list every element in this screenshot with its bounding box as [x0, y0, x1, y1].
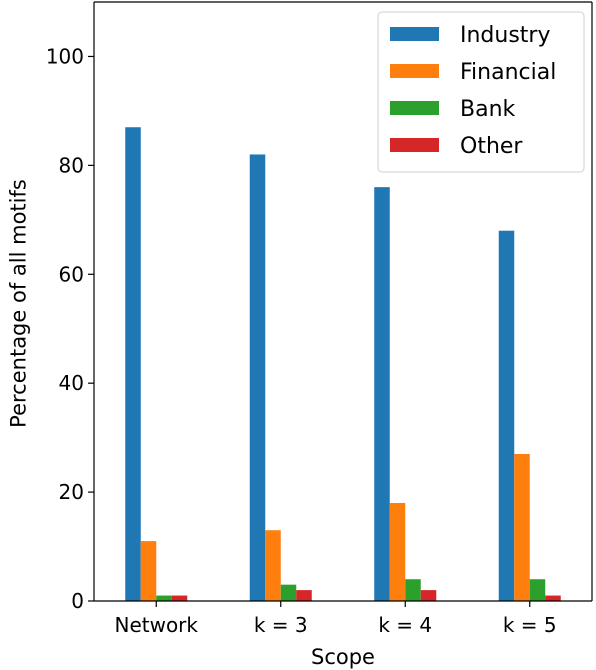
legend-swatch-bank: [390, 101, 439, 115]
bar-financial-3: [514, 453, 530, 601]
x-ticks-group: Network k = 3 k = 4 k = 5: [114, 601, 557, 637]
bar-other-2: [420, 590, 437, 601]
y-tick-label: 60: [59, 262, 84, 286]
x-tick-label: k = 4: [378, 613, 432, 637]
y-tick-label: 0: [71, 589, 84, 613]
legend-label-bank: Bank: [460, 97, 516, 122]
y-tick-label: 20: [59, 480, 84, 504]
legend-label-other: Other: [460, 134, 523, 159]
legend-swatch-industry: [390, 27, 439, 41]
x-tick-label: k = 5: [503, 613, 557, 637]
legend-frame: [377, 11, 585, 173]
y-axis-title: Percentage of all motifs: [6, 179, 30, 428]
bar-financial-0: [140, 541, 157, 601]
y-ticks-group: 0 20 40 60 80 100: [46, 44, 94, 613]
legend-label-financial: Financial: [460, 60, 556, 85]
bar-bank-0: [156, 595, 172, 601]
bar-bank-3: [529, 579, 546, 601]
bars-group: [125, 127, 561, 602]
legend-label-industry: Industry: [460, 23, 551, 48]
legend-swatch-other: [390, 138, 439, 152]
x-axis-title: Scope: [311, 645, 375, 669]
x-tick-label: Network: [114, 613, 198, 637]
bar-other-3: [545, 595, 561, 601]
y-tick-label: 80: [59, 153, 84, 177]
bar-financial-1: [265, 530, 281, 601]
bar-other-1: [296, 590, 312, 601]
bar-industry-0: [125, 127, 141, 601]
x-tick-label: k = 3: [254, 613, 308, 637]
bar-industry-1: [249, 154, 266, 602]
axes-group: [93, 1, 593, 602]
legend: Industry Financial Bank Other: [377, 11, 585, 173]
bar-industry-2: [374, 187, 390, 602]
bar-industry-3: [498, 230, 515, 601]
bar-other-0: [171, 595, 188, 601]
bar-financial-2: [389, 502, 406, 601]
y-tick-label: 40: [59, 371, 84, 395]
y-tick-label: 100: [46, 44, 84, 68]
legend-swatch-financial: [390, 64, 439, 78]
bar-bank-2: [405, 579, 421, 601]
bar-bank-1: [280, 584, 297, 601]
